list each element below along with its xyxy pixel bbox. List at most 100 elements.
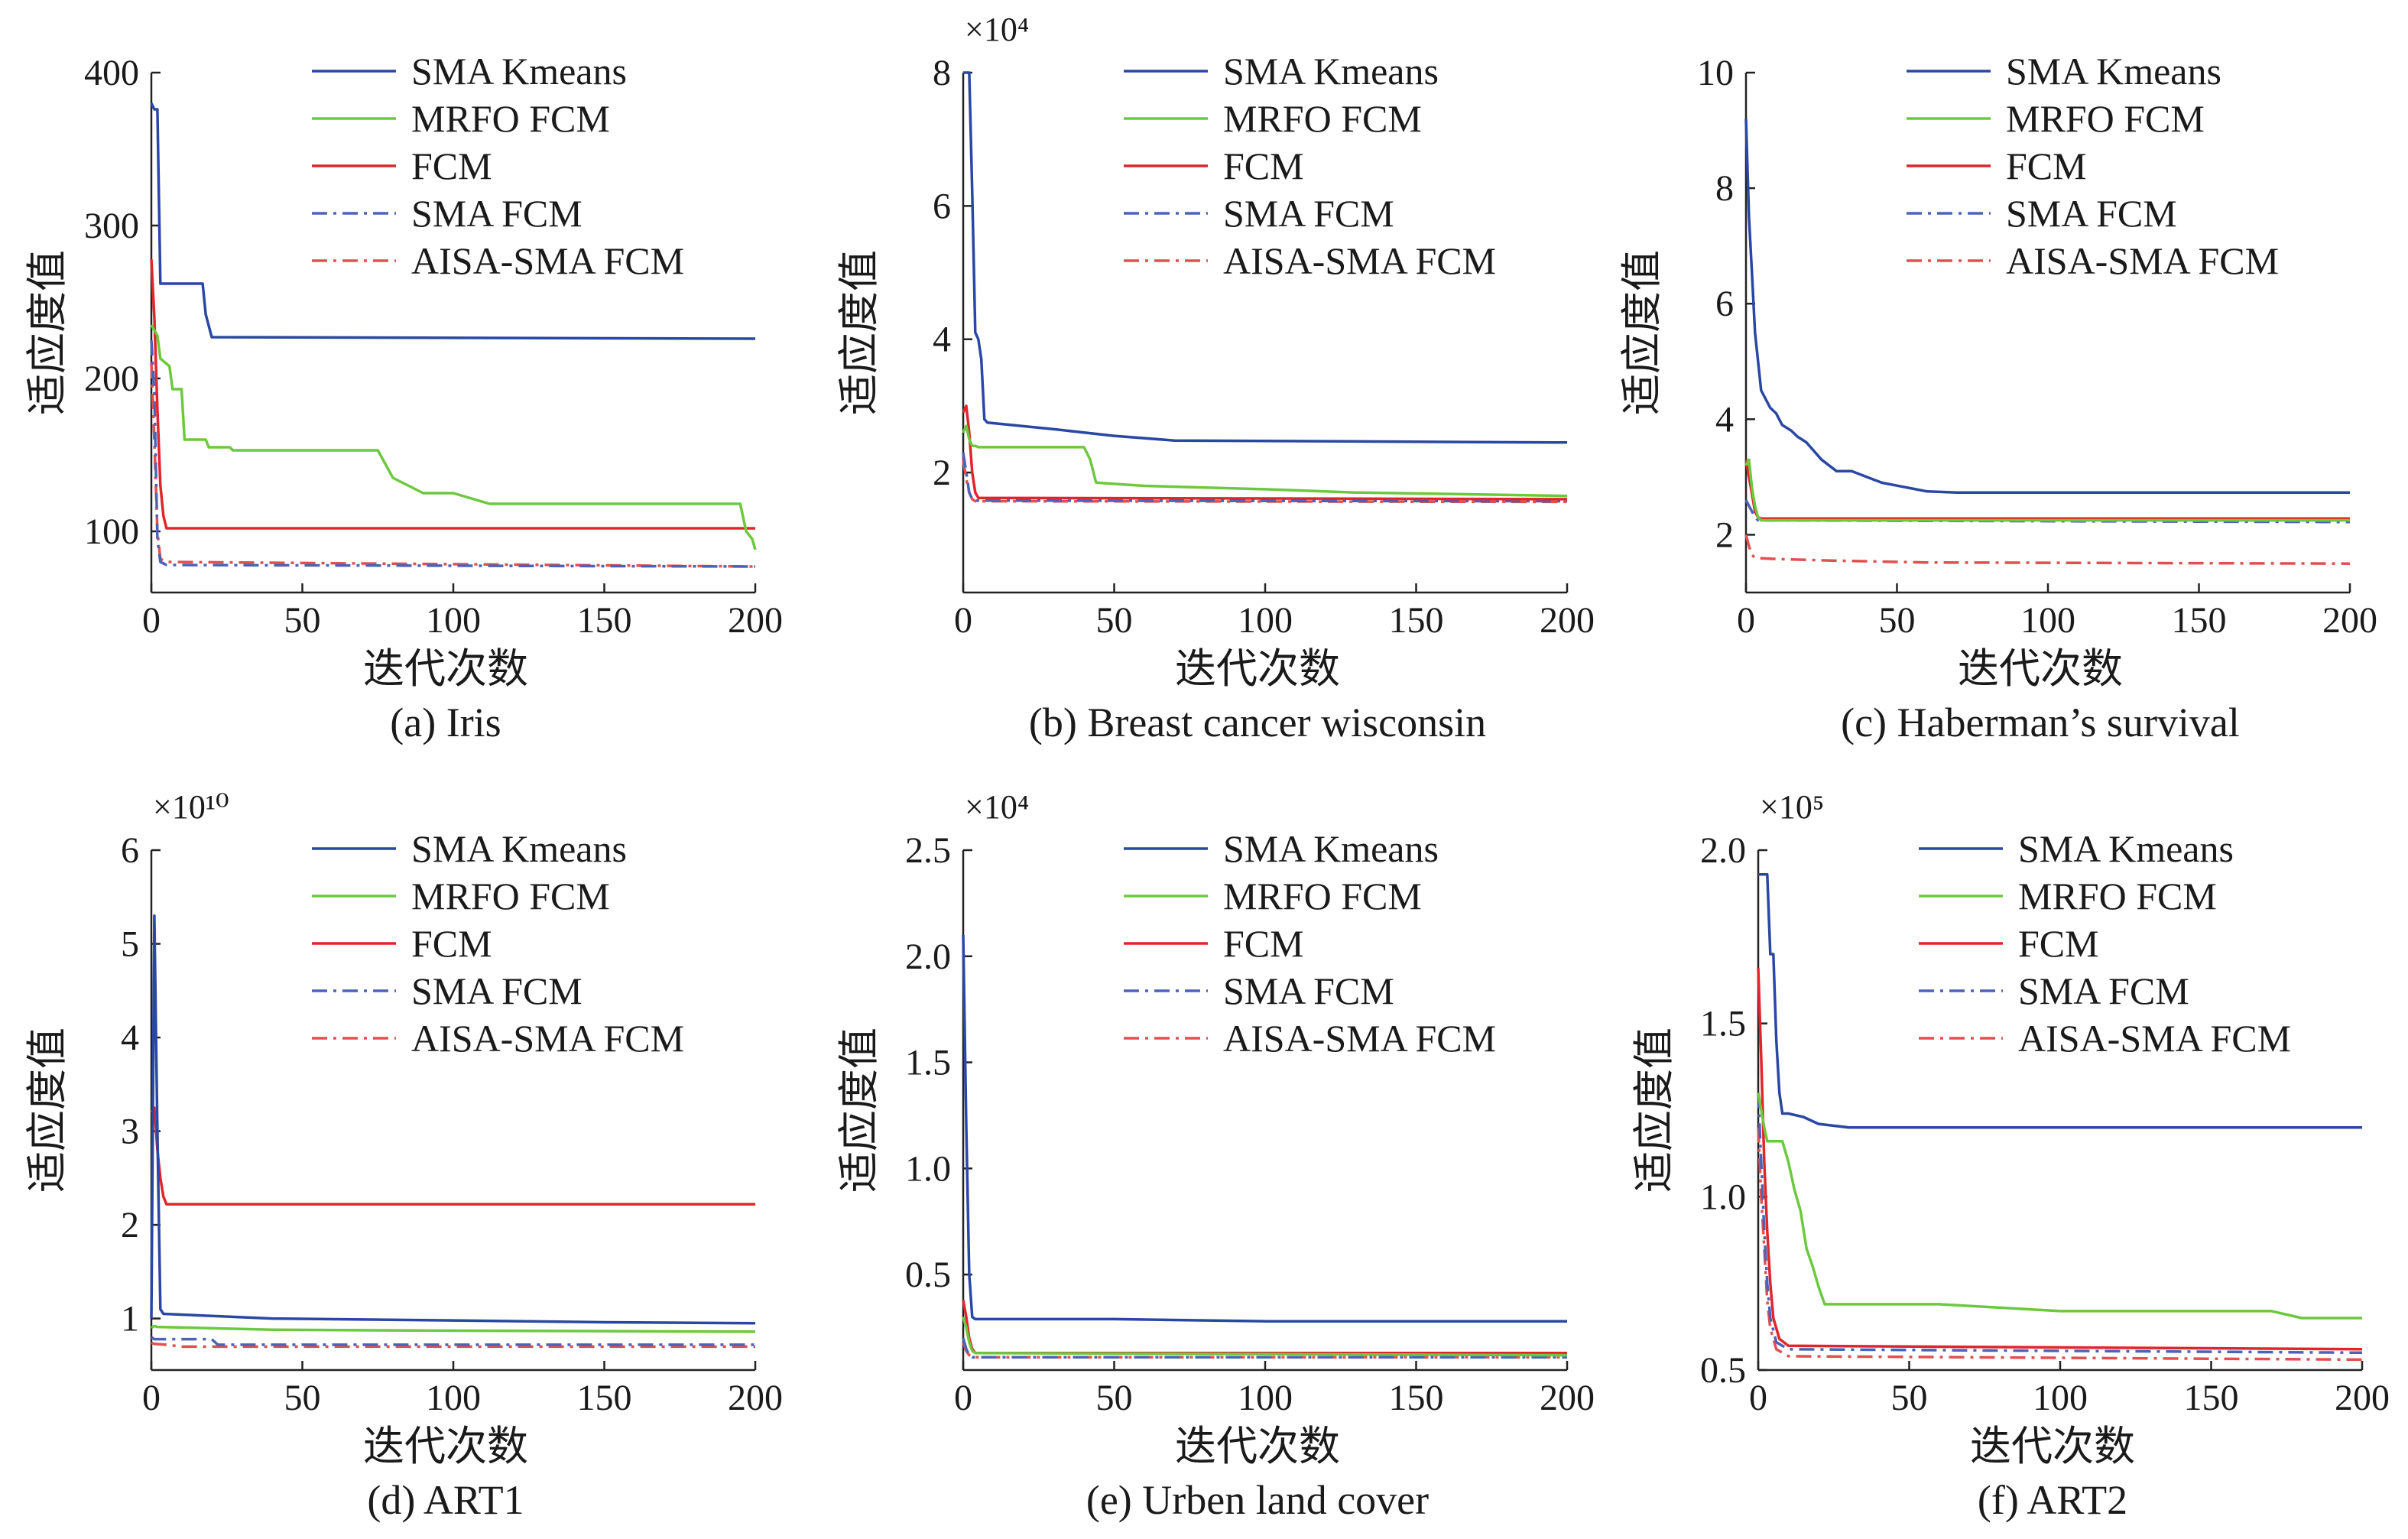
legend-label: MRFO FCM [2006,97,2205,140]
x-tick-label: 150 [2184,1378,2239,1418]
y-tick-label: 2 [1715,515,1734,555]
legend-label: SMA FCM [411,192,583,235]
x-tick-label: 200 [728,600,783,641]
series-line-mrfo-fcm [962,1317,1568,1357]
legend-label: SMA FCM [411,969,583,1012]
y-tick-label: 6 [121,830,139,871]
series-line-mrfo-fcm [1757,1093,2362,1320]
legend-label: AISA-SMA FCM [2018,1017,2291,1060]
y-tick-label: 200 [84,359,139,399]
series-line-sma-kmeans [1758,872,2362,1129]
series-line-sma-kmeans [962,934,1567,1323]
x-axis-label: 迭代次数 [1175,1424,1340,1469]
legend-label: AISA-SMA FCM [2006,239,2279,282]
series-line-sma-fcm [150,339,756,568]
legend-label: SMA Kmeans [1223,50,1439,93]
series-line-fcm [150,258,755,530]
x-tick-label: 200 [2335,1378,2390,1418]
x-tick-label: 0 [1749,1378,1767,1418]
panel-caption: (a) Iris [390,700,501,745]
legend-label: MRFO FCM [1223,97,1422,140]
x-tick-label: 0 [142,1378,161,1418]
y-tick-label: 2 [121,1205,139,1245]
y-tick-label: 6 [1715,284,1734,324]
legend-label: AISA-SMA FCM [411,1017,684,1060]
series-line-mrfo-fcm [962,424,1568,498]
x-axis-label: 迭代次数 [1958,646,2123,692]
legend-label: SMA Kmeans [2018,827,2234,870]
x-tick-label: 50 [1891,1378,1928,1418]
x-tick-label: 100 [1238,600,1293,641]
x-tick-label: 50 [1879,600,1916,641]
x-tick-label: 50 [1096,1378,1133,1418]
legend-label: SMA Kmeans [1223,827,1439,870]
legend-label: MRFO FCM [2018,875,2217,917]
legend-label: AISA-SMA FCM [411,239,684,282]
y-tick-label: 300 [84,206,139,246]
panel-caption: (d) ART1 [367,1477,524,1523]
x-tick-label: 50 [284,1378,321,1418]
y-multiplier-label: ×10⁴ [965,11,1029,48]
series-line-mrfo-fcm [151,1324,756,1333]
y-tick-label: 1.0 [1700,1177,1746,1217]
series-line-sma-kmeans [150,914,756,1325]
legend-label: MRFO FCM [411,875,610,917]
y-tick-label: 10 [1697,53,1734,93]
legend-label: FCM [2018,922,2099,965]
x-axis-label: 迭代次数 [1970,1424,2135,1469]
series-line-sma-fcm [151,1336,755,1346]
panel-caption: (b) Breast cancer wisconsin [1029,700,1486,745]
series-line-fcm [962,404,1568,501]
legend-label: AISA-SMA FCM [1223,239,1496,282]
x-axis-label: 迭代次数 [363,1424,528,1469]
legend-label: SMA Kmeans [411,827,627,870]
series-line-sma-kmeans [150,102,756,340]
legend-label: SMA Kmeans [2006,50,2221,93]
x-tick-label: 0 [1737,600,1755,641]
series-line-mrfo-fcm [150,324,757,550]
x-tick-label: 0 [954,600,972,641]
x-tick-label: 100 [426,600,481,641]
y-multiplier-label: ×10¹⁰ [153,788,229,826]
y-tick-label: 4 [933,320,951,360]
y-multiplier-label: ×10⁵ [1760,788,1824,826]
x-tick-label: 100 [426,1378,481,1418]
y-tick-label: 0.5 [1700,1350,1746,1391]
series-line-aisa-sma-fcm [151,1341,755,1349]
series-line-fcm [962,1300,1567,1355]
y-axis-label: 适应度值 [1631,1028,1677,1193]
y-tick-label: 4 [121,1018,139,1058]
y-axis-label: 适应度值 [1619,250,1665,415]
legend-label: FCM [411,922,492,965]
y-axis-label: 适应度值 [24,1028,70,1193]
legend-label: SMA FCM [2006,192,2177,235]
legend-label: SMA Kmeans [411,50,627,93]
series-line-aisa-sma-fcm [150,362,756,568]
x-axis-label: 迭代次数 [1175,646,1340,692]
x-tick-label: 100 [2020,600,2075,641]
y-tick-label: 2.5 [905,830,951,871]
panel-caption: (f) ART2 [1978,1477,2127,1523]
y-tick-label: 5 [121,924,139,965]
x-tick-label: 200 [728,1378,783,1418]
y-tick-label: 2.0 [905,937,951,977]
y-tick-label: 8 [933,53,951,93]
y-tick-label: 400 [84,53,139,93]
legend-label: FCM [411,144,492,187]
legend-label: SMA FCM [1223,969,1394,1012]
x-tick-label: 200 [1540,1378,1595,1418]
x-tick-label: 150 [1389,600,1444,641]
legend-label: AISA-SMA FCM [1223,1017,1496,1060]
y-tick-label: 1 [121,1299,139,1339]
x-tick-label: 150 [2172,600,2227,641]
legend-label: SMA FCM [2018,969,2189,1012]
legend-label: SMA FCM [1223,192,1394,235]
series-line-fcm [150,1106,755,1206]
chart-panel-1: 0 50 100 150 200 100 200 300 400 迭代次数 适应度值 (a) Iris… [24,50,783,745]
x-tick-label: 100 [1238,1378,1293,1418]
chart-panel-6: 0 50 100 150 200 0.5 1.0 1.5 2.0 ×10⁵ 迭代次数 适应度值 (f) … [1631,788,2390,1523]
panel-caption: (c) Haberman’s survival [1841,700,2240,745]
legend-label: FCM [2006,144,2087,187]
x-tick-label: 200 [1540,600,1595,641]
